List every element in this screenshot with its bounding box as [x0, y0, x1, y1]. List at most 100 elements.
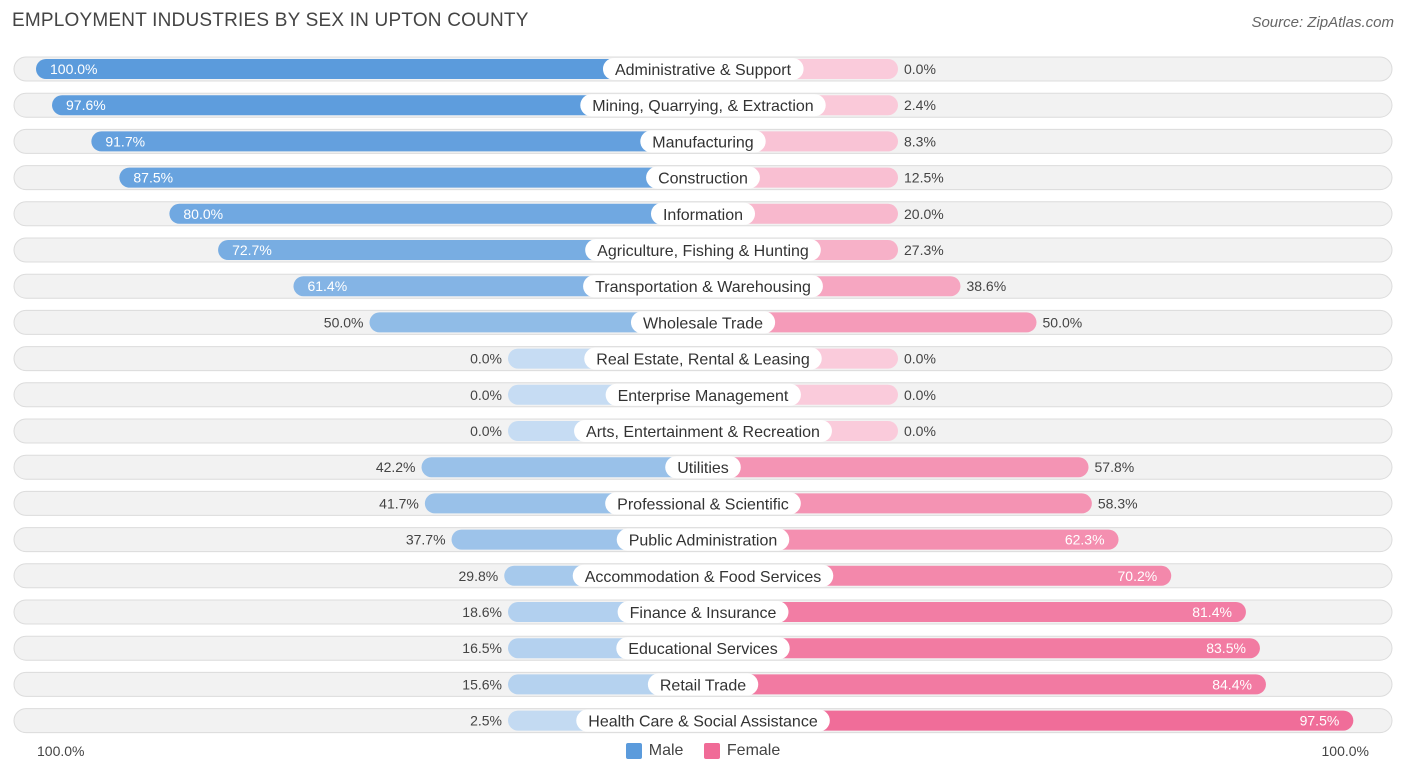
category-label: Transportation & Warehousing: [583, 275, 823, 298]
svg-text:Administrative & Support: Administrative & Support: [615, 62, 792, 79]
value-label-female: 62.3%: [1065, 532, 1105, 548]
category-label-pill: [605, 383, 801, 406]
value-label-female: 81.4%: [1192, 604, 1232, 620]
category-label: Retail Trade: [647, 673, 759, 696]
legend-label-male: Male: [648, 742, 684, 759]
category-label-pill: [583, 275, 823, 298]
category-label: Information: [650, 202, 756, 225]
category-label: Real Estate, Rental & Leasing: [584, 347, 822, 370]
bar-female: [703, 457, 1089, 478]
value-label-female: 97.5%: [1300, 713, 1340, 729]
legend-swatch-female: [703, 743, 720, 759]
bar-male: [91, 131, 703, 152]
svg-text:Enterprise Management: Enterprise Management: [618, 388, 789, 405]
value-label-male: 2.5%: [470, 713, 502, 729]
category-label: Wholesale Trade: [630, 311, 776, 334]
category-label-pill: [602, 58, 804, 80]
value-label-male: 91.7%: [105, 133, 145, 149]
category-label-pill: [616, 637, 790, 660]
category-label-pill: [580, 94, 826, 117]
legend-label-female: Female: [726, 742, 781, 759]
category-label-pill: [585, 239, 821, 261]
value-label-male: 97.6%: [66, 97, 106, 113]
value-label-male: 0.0%: [470, 351, 502, 367]
value-label-female: 0.0%: [904, 423, 936, 439]
legend-item-male[interactable]: Male: [625, 742, 684, 760]
value-label-male: 87.5%: [133, 170, 173, 186]
category-label: Agriculture, Fishing & Hunting: [585, 239, 821, 261]
value-label-male: 100.0%: [50, 61, 97, 77]
value-label-female: 27.3%: [904, 242, 944, 258]
svg-text:Transportation & Warehousing: Transportation & Warehousing: [595, 279, 811, 296]
value-label-female: 0.0%: [904, 387, 936, 403]
category-label-pill: [574, 420, 832, 442]
value-label-female: 0.0%: [904, 61, 936, 77]
value-label-male: 37.7%: [406, 532, 446, 548]
category-label: Professional & Scientific: [605, 492, 801, 515]
bar-male: [36, 59, 703, 79]
value-label-female: 57.8%: [1095, 459, 1135, 475]
category-label-pill: [584, 347, 822, 370]
value-label-male: 61.4%: [307, 278, 347, 294]
value-label-male: 0.0%: [470, 423, 502, 439]
svg-text:Public Administration: Public Administration: [629, 533, 778, 550]
legend-swatch-male: [625, 743, 642, 759]
category-label-pill: [640, 130, 766, 153]
category-label: Enterprise Management: [605, 383, 801, 406]
category-label: Utilities: [665, 456, 741, 479]
svg-text:Health Care & Social Assistanc: Health Care & Social Assistance: [588, 714, 818, 731]
category-label-pill: [572, 564, 834, 587]
category-label-pill: [647, 673, 759, 696]
value-label-male: 42.2%: [376, 459, 416, 475]
value-label-male: 29.8%: [459, 568, 499, 584]
value-label-female: 58.3%: [1098, 495, 1138, 511]
svg-text:Retail Trade: Retail Trade: [660, 677, 746, 694]
category-label: Arts, Entertainment & Recreation: [574, 420, 832, 442]
bar-male: [52, 95, 704, 116]
svg-text:Real Estate, Rental & Leasing: Real Estate, Rental & Leasing: [596, 352, 809, 369]
category-label-pill: [605, 492, 801, 515]
category-label-pill: [665, 456, 741, 479]
value-label-female: 84.4%: [1212, 676, 1252, 692]
svg-text:Wholesale Trade: Wholesale Trade: [643, 315, 763, 332]
value-label-male: 72.7%: [232, 242, 272, 258]
legend-item-female[interactable]: Female: [703, 742, 781, 760]
svg-text:Information: Information: [663, 207, 743, 224]
bar-male: [421, 457, 703, 478]
svg-text:Agriculture, Fishing & Hunting: Agriculture, Fishing & Hunting: [597, 243, 809, 260]
bar-female: [703, 674, 1266, 695]
bar-female: [703, 638, 1260, 659]
value-label-female: 8.3%: [904, 133, 936, 149]
category-label: Public Administration: [616, 528, 790, 551]
bar-female: [703, 529, 1119, 550]
category-label: Educational Services: [616, 637, 790, 660]
diverging-bar-chart: 100.0% 0.0% Administrative & Support 97.6% 2…: [13, 56, 1393, 734]
value-label-female: 38.6%: [966, 278, 1006, 294]
value-label-male: 0.0%: [470, 387, 502, 403]
bar-female: [703, 312, 1037, 333]
chart-title: EMPLOYMENT INDUSTRIES BY SEX IN UPTON CO…: [12, 10, 529, 31]
category-label: Mining, Quarrying, & Extraction: [580, 94, 826, 117]
value-label-male: 80.0%: [183, 206, 223, 222]
value-label-female: 20.0%: [904, 206, 944, 222]
svg-text:Finance & Insurance: Finance & Insurance: [630, 605, 777, 622]
value-label-male: 50.0%: [324, 314, 364, 330]
value-label-male: 18.6%: [462, 604, 502, 620]
bar-male: [119, 167, 703, 188]
category-label-pill: [576, 709, 830, 732]
svg-text:Utilities: Utilities: [677, 460, 729, 477]
bar-male: [218, 240, 703, 260]
category-label-pill: [630, 311, 776, 334]
value-label-female: 70.2%: [1118, 568, 1158, 584]
axis-right-label: 100.0%: [1321, 743, 1369, 759]
bar-female: [703, 493, 1092, 514]
category-label: Health Care & Social Assistance: [576, 709, 830, 732]
value-label-female: 12.5%: [904, 170, 944, 186]
svg-text:Professional & Scientific: Professional & Scientific: [617, 496, 789, 513]
value-label-male: 16.5%: [462, 640, 502, 656]
svg-text:Manufacturing: Manufacturing: [652, 134, 753, 151]
category-label: Accommodation & Food Services: [572, 564, 834, 587]
svg-text:Arts, Entertainment & Recreati: Arts, Entertainment & Recreation: [586, 424, 820, 441]
category-label-pill: [650, 202, 756, 225]
value-label-female: 50.0%: [1043, 314, 1083, 330]
